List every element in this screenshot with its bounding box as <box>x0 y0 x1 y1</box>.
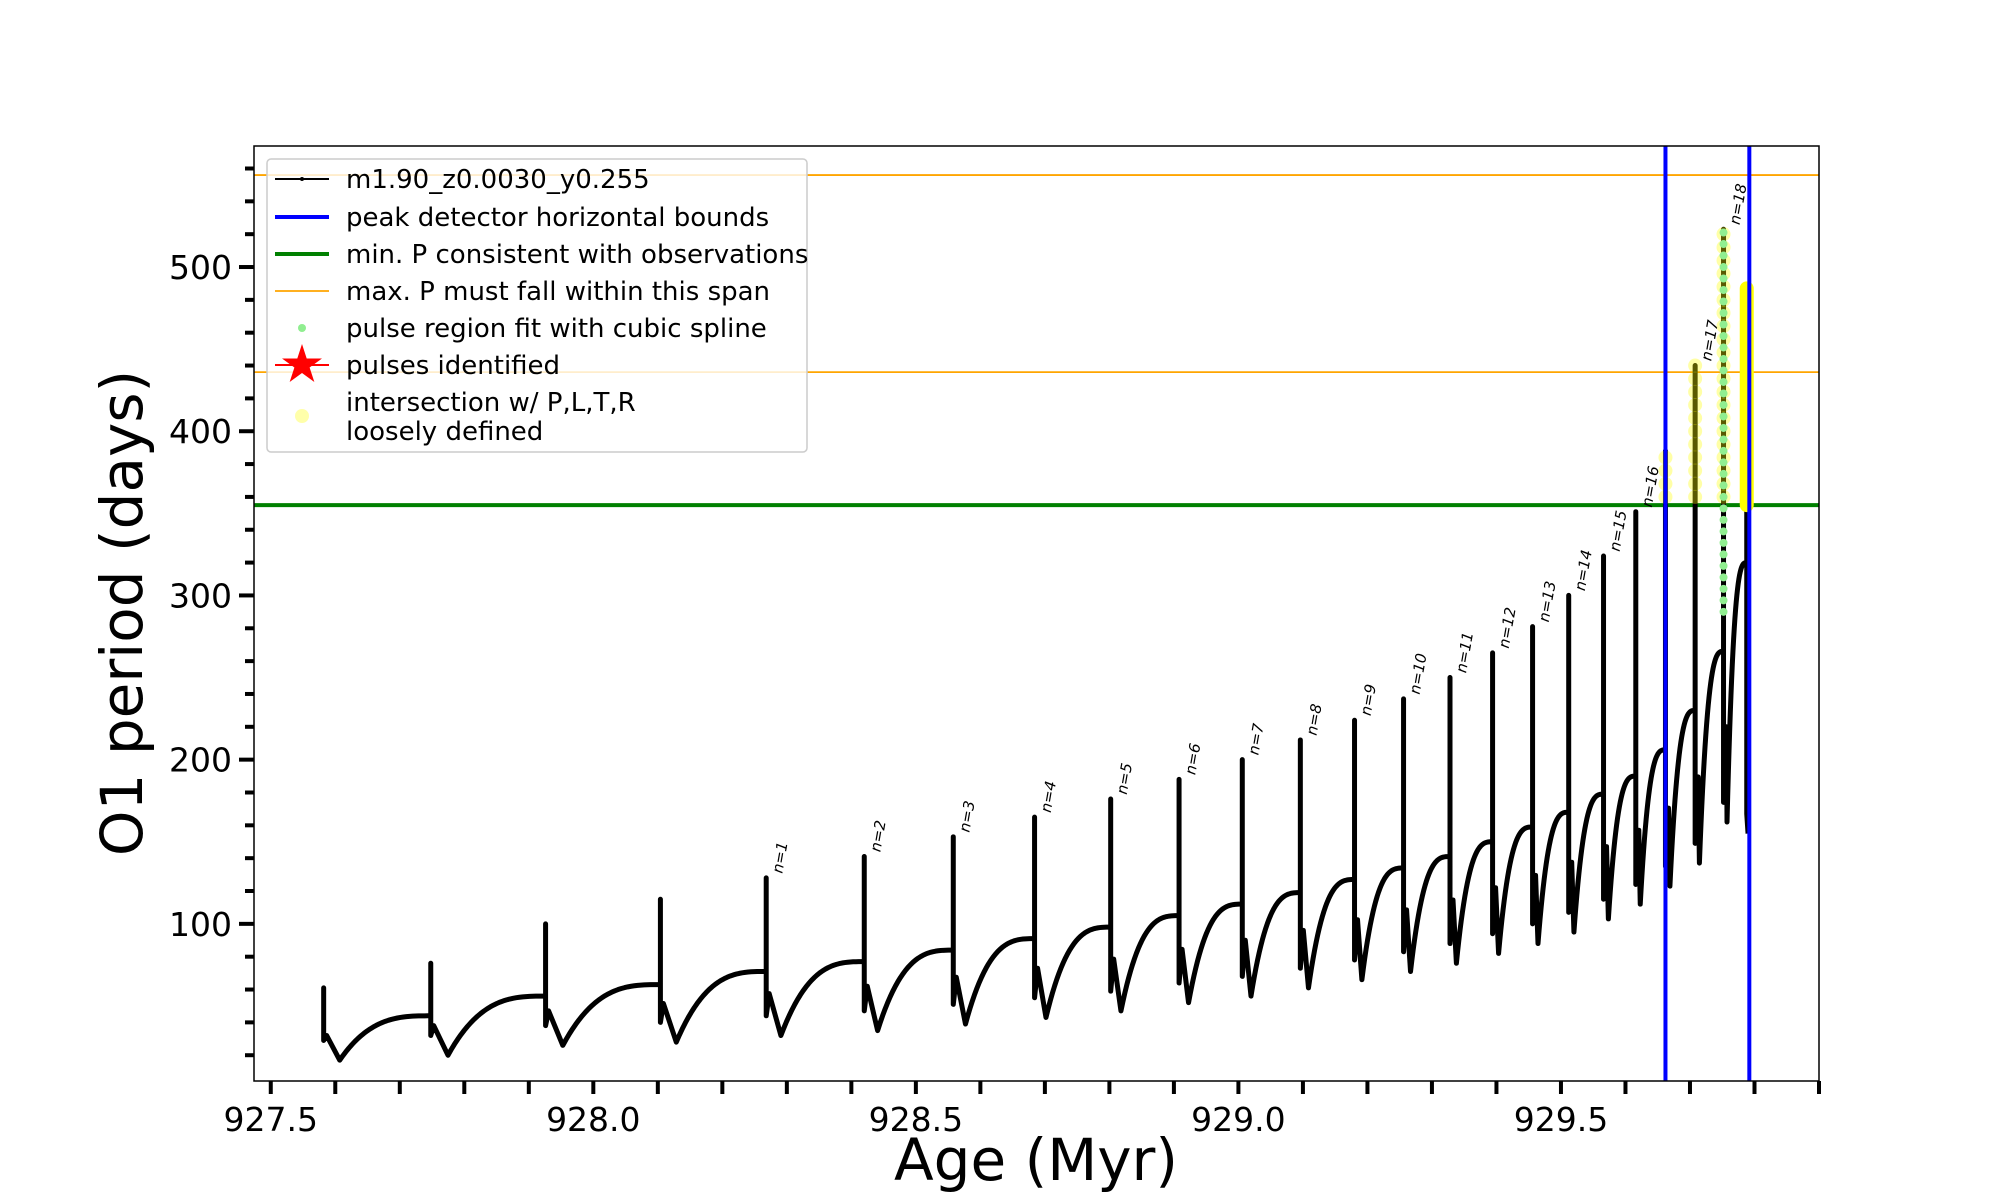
spline-point <box>1719 251 1728 260</box>
pulse-label: n=4 <box>1037 780 1060 814</box>
spline-point <box>1719 228 1728 237</box>
x-tick-label: 929.5 <box>1514 1100 1608 1139</box>
spline-point <box>1719 320 1728 329</box>
spline-point <box>1719 596 1728 605</box>
legend-label: intersection w/ P,L,T,R <box>346 388 636 418</box>
intersection-marker <box>1688 424 1703 439</box>
y-axis-title: O1 period (days) <box>88 370 156 856</box>
spline-point <box>1719 446 1728 455</box>
spline-point <box>1719 400 1728 409</box>
plot-area: n=1 n=2 n=3 n=4 n=5 n=6 n=7 n=8 n=9 n=10 n=11 n=12 n… <box>254 146 1819 1081</box>
intersection-marker <box>1688 384 1703 399</box>
intersection-marker <box>1688 450 1703 465</box>
spline-point <box>1719 354 1728 363</box>
intersection-marker <box>1688 463 1703 478</box>
legend-label: pulse region fit with cubic spline <box>346 314 767 344</box>
spline-point <box>1719 561 1728 570</box>
intersection-marker <box>1688 397 1703 412</box>
intersection-marker <box>1688 358 1703 373</box>
plot-content: n=1 n=2 n=3 n=4 n=5 n=6 n=7 n=8 n=9 n=10 n=11 n=12 n… <box>254 146 1819 1081</box>
pulse-label: n=9 <box>1357 683 1380 717</box>
spline-point <box>1719 297 1728 306</box>
track-line <box>321 226 1751 1063</box>
spline-point <box>1719 412 1728 421</box>
x-tick-label: 929.0 <box>1191 1100 1285 1139</box>
y-tick-label: 300 <box>169 576 232 615</box>
spline-point <box>1719 607 1728 616</box>
y-tick-label: 400 <box>169 412 232 451</box>
spline-point <box>1719 274 1728 283</box>
spline-point <box>1719 504 1728 513</box>
spline-point <box>1719 240 1728 249</box>
spline-point <box>1719 263 1728 272</box>
intersection-marker <box>1688 371 1703 386</box>
pulse-label: n=10 <box>1406 652 1431 696</box>
pulse-label: n=15 <box>1606 509 1631 553</box>
pulse-label: n=5 <box>1113 761 1136 795</box>
y-tick-label: 100 <box>169 905 232 944</box>
y-tick-label: 500 <box>169 248 232 287</box>
spline-point <box>1719 527 1728 536</box>
spline-point <box>1719 469 1728 478</box>
spline-point <box>1719 366 1728 375</box>
pulse-label: n=11 <box>1452 631 1477 675</box>
legend-label: loosely defined <box>346 417 543 447</box>
pulse-label: n=7 <box>1244 722 1267 757</box>
pulse-label: n=1 <box>768 840 791 874</box>
pulse-label: n=14 <box>1571 548 1596 592</box>
spline-point <box>1719 573 1728 582</box>
spline-point <box>1719 538 1728 547</box>
legend-label: pulses identified <box>346 351 560 381</box>
spline-point <box>1719 389 1728 398</box>
spline-point <box>1719 423 1728 432</box>
legend-handle-marker <box>300 177 304 181</box>
legend-label: m1.90_z0.0030_y0.255 <box>346 165 650 195</box>
spline-point <box>1719 515 1728 524</box>
pulse-label: n=13 <box>1535 580 1560 624</box>
pulse-label: n=18 <box>1726 182 1751 226</box>
y-tick-label: 200 <box>169 741 232 780</box>
pulse-label: n=12 <box>1495 606 1520 650</box>
legend-handle-circle <box>295 409 309 423</box>
spline-point <box>1719 435 1728 444</box>
x-tick-label: 928.5 <box>869 1100 963 1139</box>
legend-label: min. P consistent with observations <box>346 240 808 270</box>
spline-point <box>1719 308 1728 317</box>
spline-point <box>1719 481 1728 490</box>
pulse-label: n=3 <box>955 799 978 833</box>
spline-point <box>1719 377 1728 386</box>
axes-frame <box>253 145 1820 1082</box>
pulse-label: n=8 <box>1303 702 1326 736</box>
spline-point <box>1719 458 1728 467</box>
spline-point <box>1719 584 1728 593</box>
intersection-marker <box>1688 476 1703 491</box>
x-axis-title: Age (Myr) <box>894 1126 1178 1194</box>
intersection-marker <box>1688 489 1703 504</box>
legend-frame <box>266 158 808 453</box>
intersection-marker <box>1688 437 1703 452</box>
legend-label: max. P must fall within this span <box>346 277 770 307</box>
legend-label: peak detector horizontal bounds <box>346 203 769 233</box>
y-axis: 100 200 300 400 500 <box>169 166 254 1058</box>
x-tick-label: 927.5 <box>224 1100 318 1139</box>
spline-point <box>1719 343 1728 352</box>
spline-point <box>1719 550 1728 559</box>
pulse-label: n=6 <box>1181 742 1204 776</box>
spline-point <box>1719 331 1728 340</box>
spline-point <box>1719 492 1728 501</box>
pulse-label: n=2 <box>866 819 889 853</box>
intersection-marker <box>1688 411 1703 426</box>
star-icon <box>282 344 322 382</box>
legend-handle-dot <box>298 324 306 332</box>
x-tick-label: 928.0 <box>546 1100 640 1139</box>
spline-point <box>1719 286 1728 295</box>
x-axis: 927.5 928.0 928.5 929.0 929.5 <box>224 1081 1821 1139</box>
